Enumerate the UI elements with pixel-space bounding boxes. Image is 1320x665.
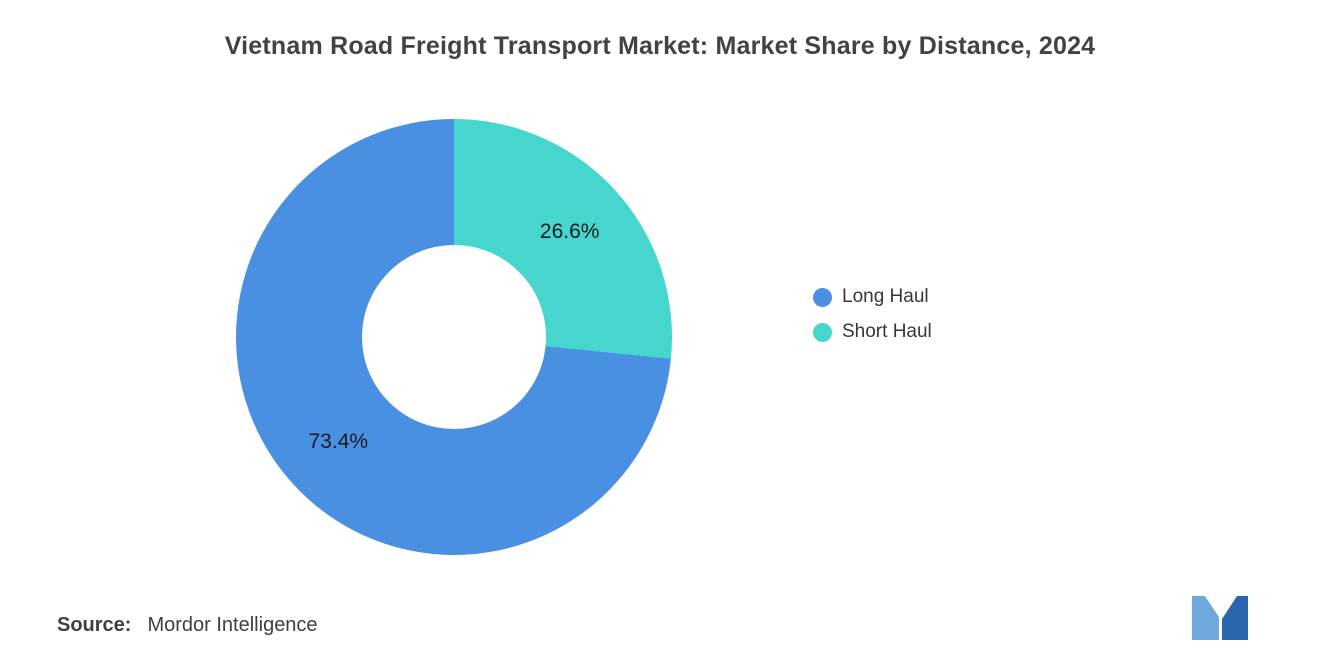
donut-chart-area: 26.6% 73.4% — [236, 119, 672, 555]
logo-right-shape — [1222, 596, 1248, 640]
source-label: Source: — [57, 614, 132, 636]
legend-swatch-short-haul-icon — [813, 322, 832, 342]
chart-legend: Long Haul Short Haul — [813, 286, 932, 343]
legend-label-long-haul: Long Haul — [842, 286, 929, 307]
source-note: Source: Mordor Intelligence — [57, 614, 318, 637]
legend-item-short-haul[interactable]: Short Haul — [813, 321, 932, 343]
source-value: Mordor Intelligence — [147, 614, 318, 636]
logo-left-shape — [1192, 596, 1219, 640]
slice-label-long-haul: 73.4% — [308, 429, 369, 453]
legend-swatch-long-haul-icon — [813, 287, 832, 307]
legend-item-long-haul[interactable]: Long Haul — [813, 286, 932, 308]
slice-label-short-haul: 26.6% — [539, 220, 600, 244]
mordor-intelligence-logo-icon — [1192, 596, 1248, 640]
legend-label-short-haul: Short Haul — [842, 321, 932, 342]
chart-title: Vietnam Road Freight Transport Market: M… — [224, 32, 1096, 60]
donut-hole — [362, 245, 546, 429]
